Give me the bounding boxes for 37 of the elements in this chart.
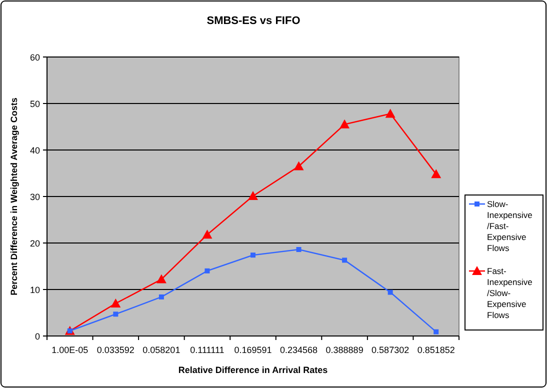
point bbox=[110, 298, 121, 308]
x-tick-label: 0.033592 bbox=[96, 345, 134, 355]
x-tick-label: 1.00E-05 bbox=[52, 345, 88, 355]
y-tick-label: 40 bbox=[30, 146, 40, 156]
point bbox=[202, 230, 212, 239]
point bbox=[342, 258, 348, 263]
point bbox=[431, 169, 442, 178]
y-tick-label: 0 bbox=[34, 332, 40, 342]
point bbox=[296, 247, 302, 252]
y-tick-label: 20 bbox=[30, 238, 40, 248]
legend-label: Fast-Inexpensive/Slow-Expensive Flows bbox=[487, 266, 533, 320]
y-tick-label: 50 bbox=[30, 99, 40, 109]
point bbox=[385, 108, 396, 118]
chart-title: SMBS-ES vs FIFO bbox=[206, 15, 301, 27]
x-tick-label: 0.058201 bbox=[142, 345, 180, 355]
x-tick-label: 0.587302 bbox=[372, 345, 410, 355]
point bbox=[158, 294, 164, 300]
point bbox=[156, 274, 166, 284]
point bbox=[113, 312, 118, 317]
x-tick-label: 0.851852 bbox=[417, 345, 455, 355]
y-tick-label: 10 bbox=[30, 285, 40, 295]
x-tick-label: 0.169591 bbox=[234, 345, 272, 355]
x-axis-title: Relative Difference in Arrival Rates bbox=[178, 365, 328, 375]
point bbox=[248, 191, 258, 200]
legend-label: Slow-Inexpensive/Fast-Expensive Flows bbox=[487, 199, 533, 253]
point bbox=[204, 268, 210, 274]
x-tick-label: 0.234568 bbox=[280, 345, 318, 355]
point bbox=[294, 161, 304, 170]
point bbox=[388, 290, 393, 295]
point bbox=[340, 119, 350, 128]
y-tick-label: 60 bbox=[30, 52, 40, 62]
x-tick-label: 0.111111 bbox=[190, 345, 224, 355]
y-tick-label: 30 bbox=[30, 192, 40, 202]
point bbox=[434, 329, 439, 334]
y-axis-title: Percent Difference in Weighted Average Costs bbox=[9, 98, 19, 296]
point bbox=[250, 252, 256, 258]
x-tick-label: 0.388889 bbox=[326, 345, 364, 355]
